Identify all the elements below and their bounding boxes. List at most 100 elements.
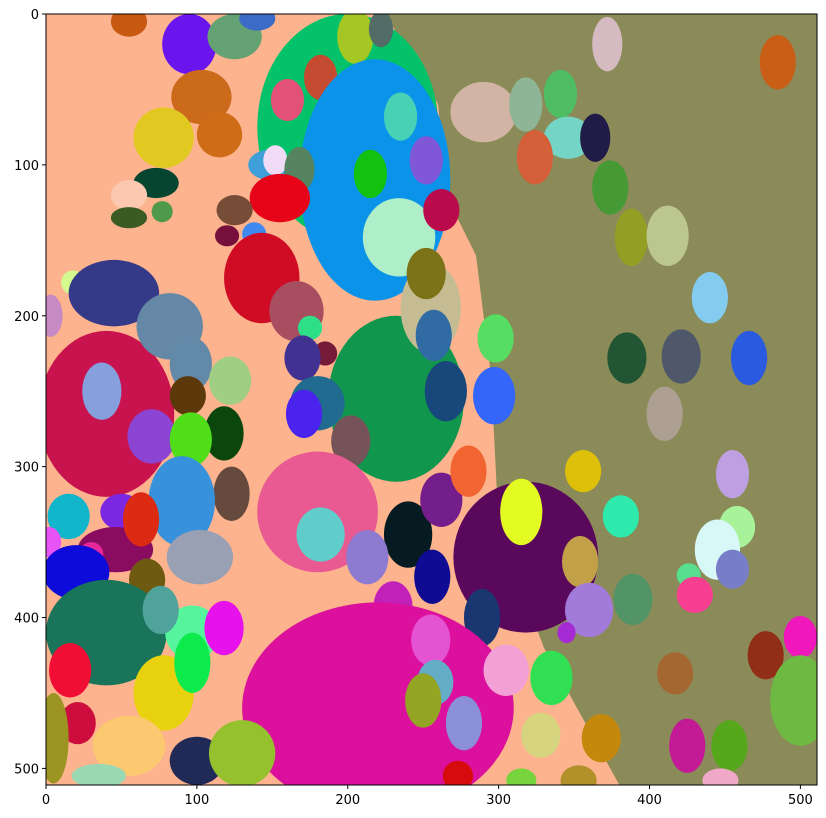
segment-40 xyxy=(646,205,689,266)
segment-86 xyxy=(500,478,543,546)
segment-65 xyxy=(646,386,683,441)
segment-73 xyxy=(148,456,215,547)
segment-115 xyxy=(445,695,483,751)
segment-63 xyxy=(661,329,701,384)
y-tick-label-3: 300 xyxy=(14,461,39,476)
x-tick-label-5: 500 xyxy=(788,793,813,808)
y-tick-label-4: 400 xyxy=(14,612,39,627)
segment-95 xyxy=(715,450,750,499)
segment-57 xyxy=(424,361,467,422)
segment-37 xyxy=(759,35,796,90)
segment-22 xyxy=(110,207,148,229)
segment-131 xyxy=(747,631,784,680)
segment-61 xyxy=(331,415,371,467)
segment-23 xyxy=(151,201,173,223)
x-tick-label-0: 0 xyxy=(42,793,50,808)
segment-100 xyxy=(676,576,713,613)
segment-92 xyxy=(414,549,451,604)
segment-83 xyxy=(420,472,463,527)
y-tick-label-1: 100 xyxy=(14,159,39,174)
segments-layer xyxy=(46,14,817,785)
segment-133 xyxy=(770,655,817,746)
segment-72 xyxy=(213,466,250,521)
segment-91 xyxy=(613,573,653,626)
segment-47 xyxy=(169,336,212,392)
x-tick-label-2: 200 xyxy=(335,793,360,808)
segment-25 xyxy=(214,225,240,247)
segment-3 xyxy=(239,14,276,31)
segment-84 xyxy=(450,445,487,497)
segment-130 xyxy=(657,652,694,695)
plot-frame xyxy=(45,13,818,786)
y-tick-label-5: 500 xyxy=(14,762,39,777)
segment-36 xyxy=(592,17,623,72)
segment-88 xyxy=(602,495,639,538)
segment-129 xyxy=(560,765,597,785)
segment-107 xyxy=(142,585,179,635)
segment-68 xyxy=(169,376,206,416)
y-tick-label-0: 0 xyxy=(31,8,39,23)
segment-50 xyxy=(297,315,323,340)
segment-70 xyxy=(127,409,176,464)
segment-82 xyxy=(346,530,389,585)
segment-1 xyxy=(162,14,217,75)
segment-8 xyxy=(196,112,243,158)
segment-127 xyxy=(442,760,473,785)
segment-108 xyxy=(204,600,244,656)
segment-116 xyxy=(521,712,561,758)
segment-81 xyxy=(383,501,433,568)
segment-90 xyxy=(565,582,614,638)
segment-87 xyxy=(565,450,602,493)
segment-89 xyxy=(562,536,599,588)
segment-56 xyxy=(477,314,514,363)
segment-78 xyxy=(46,526,62,558)
segment-66 xyxy=(82,362,122,420)
segment-132 xyxy=(783,616,817,659)
segment-114 xyxy=(405,673,442,728)
y-axis: 0 100 200 300 400 500 xyxy=(14,8,46,777)
segment-121 xyxy=(59,702,96,745)
segment-110 xyxy=(411,614,451,666)
x-tick-label-1: 100 xyxy=(184,793,209,808)
segment-118 xyxy=(49,643,92,698)
segment-52 xyxy=(284,335,321,381)
x-axis: 0 100 200 300 400 500 xyxy=(42,785,813,808)
segment-44 xyxy=(68,259,160,327)
segment-128 xyxy=(506,768,537,785)
segment-7 xyxy=(171,69,232,125)
segment-5 xyxy=(337,14,374,64)
segment-126 xyxy=(208,720,276,785)
segment-35 xyxy=(580,113,611,162)
segment-32 xyxy=(543,69,578,119)
segment-135 xyxy=(711,720,748,772)
segment-31 xyxy=(509,77,543,132)
segment-38 xyxy=(592,160,629,215)
segment-94 xyxy=(463,588,501,647)
segment-120 xyxy=(174,632,211,693)
segment-64 xyxy=(730,330,768,386)
segment-77 xyxy=(47,493,90,540)
y-tick-label-2: 200 xyxy=(14,310,39,325)
segment-39 xyxy=(614,208,649,266)
segment-10 xyxy=(270,78,305,122)
segment-24 xyxy=(216,195,253,226)
segment-117 xyxy=(581,714,621,763)
segment-124 xyxy=(71,763,126,785)
x-tick-label-3: 300 xyxy=(486,793,511,808)
segment-123 xyxy=(46,692,69,784)
segment-13 xyxy=(383,92,418,141)
segment-62 xyxy=(607,332,647,384)
segment-71 xyxy=(169,412,212,467)
segment-69 xyxy=(204,406,244,461)
segment-136 xyxy=(702,768,739,785)
segment-55 xyxy=(415,309,452,362)
segment-76 xyxy=(122,492,160,547)
segment-21 xyxy=(110,179,148,211)
segment-17 xyxy=(263,145,288,176)
segment-122 xyxy=(92,715,166,776)
segment-58 xyxy=(472,367,516,425)
segment-9 xyxy=(133,107,194,168)
segment-54 xyxy=(406,247,446,300)
segment-43 xyxy=(46,294,63,337)
